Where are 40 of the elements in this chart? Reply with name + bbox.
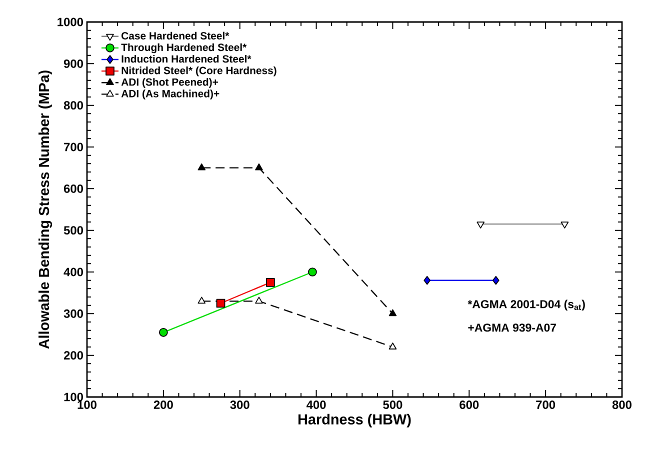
point <box>198 163 206 170</box>
point <box>492 276 500 285</box>
legend-label: ADI (As Machined)+ <box>121 90 220 100</box>
y-tick-label: 200 <box>64 351 83 360</box>
legend-label: Case Hardened Steel* <box>122 32 230 40</box>
y-tick-label: 300 <box>64 309 83 318</box>
legend-label: ADI (Shot Peened)+ <box>121 78 218 88</box>
x-tick-label: 500 <box>383 400 402 409</box>
point <box>255 163 263 170</box>
annotation: *AGMA 2001-D04 (s$_{at}$) <box>468 300 585 310</box>
y-tick-label: 500 <box>64 226 83 235</box>
x-tick-label: 700 <box>536 400 556 409</box>
point <box>198 296 206 304</box>
x-tick-label: 800 <box>612 400 632 409</box>
x-tick-label: 400 <box>306 400 326 409</box>
x-tick-label: 300 <box>230 400 250 410</box>
y-tick-label: 600 <box>64 184 83 193</box>
point <box>158 328 168 337</box>
point <box>308 268 317 276</box>
legend-label: Through Hardened Steel* <box>121 43 247 54</box>
annotation: +AGMA 939-A07 <box>468 324 556 332</box>
y-axis-title: Allowable Bending Stress Number (MPa) <box>38 70 52 349</box>
y-tick-label: 900 <box>64 59 83 68</box>
y-tick-label: 700 <box>64 142 83 152</box>
point <box>388 309 397 316</box>
point <box>424 276 431 285</box>
point <box>388 342 397 350</box>
y-tick-label: 800 <box>64 101 83 110</box>
point <box>216 298 226 308</box>
point <box>266 278 275 287</box>
legend-label: Nitrided Steel* (Core Hardness) <box>122 66 276 76</box>
y-tick-label: 100 <box>64 392 83 402</box>
y-tick-label: 1000 <box>58 18 83 26</box>
x-tick-label: 100 <box>78 400 96 409</box>
x-tick-label: 200 <box>154 400 173 409</box>
point <box>255 296 263 304</box>
x-axis-title: Hardness (HBW) <box>298 414 411 428</box>
x-tick-label: 600 <box>460 400 479 409</box>
y-tick-label: 400 <box>64 268 83 276</box>
legend-label: Induction Hardened Steel* <box>122 54 252 63</box>
